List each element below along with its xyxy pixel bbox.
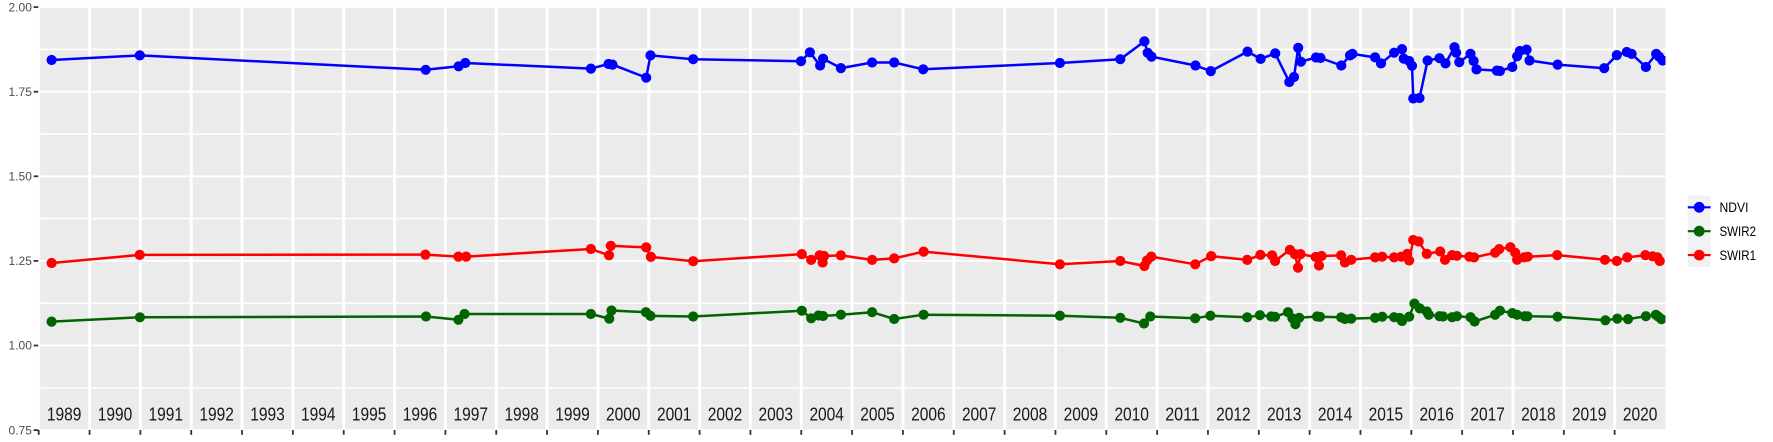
svg-text:2001: 2001: [657, 405, 692, 425]
svg-text:2017: 2017: [1470, 405, 1505, 425]
svg-text:2014: 2014: [1318, 405, 1353, 425]
svg-text:1998: 1998: [504, 405, 539, 425]
svg-text:2008: 2008: [1013, 405, 1048, 425]
svg-text:1995: 1995: [352, 405, 387, 425]
svg-text:1.00: 1.00: [9, 339, 33, 353]
svg-text:SWIR1: SWIR1: [1720, 248, 1757, 263]
svg-text:0.75: 0.75: [9, 423, 33, 437]
svg-text:1993: 1993: [250, 405, 285, 425]
svg-text:2007: 2007: [962, 405, 997, 425]
svg-text:1996: 1996: [403, 405, 438, 425]
svg-text:1990: 1990: [98, 405, 133, 425]
svg-text:2020: 2020: [1623, 405, 1658, 425]
svg-text:2018: 2018: [1521, 405, 1556, 425]
svg-text:1.25: 1.25: [9, 254, 33, 268]
svg-text:NDVI: NDVI: [1720, 200, 1749, 215]
svg-text:2011: 2011: [1165, 405, 1200, 425]
svg-text:1.75: 1.75: [9, 85, 33, 99]
svg-text:1997: 1997: [454, 405, 489, 425]
svg-text:2019: 2019: [1572, 405, 1607, 425]
svg-text:2005: 2005: [860, 405, 895, 425]
svg-text:2009: 2009: [1064, 405, 1099, 425]
svg-text:SWIR2: SWIR2: [1720, 224, 1757, 239]
svg-text:2004: 2004: [809, 405, 844, 425]
svg-text:2012: 2012: [1216, 405, 1251, 425]
svg-text:1991: 1991: [149, 405, 184, 425]
svg-text:2.00: 2.00: [9, 0, 33, 14]
svg-text:1994: 1994: [301, 405, 336, 425]
svg-text:2015: 2015: [1369, 405, 1404, 425]
svg-text:2003: 2003: [759, 405, 794, 425]
svg-text:2010: 2010: [1114, 405, 1149, 425]
svg-text:1999: 1999: [555, 405, 590, 425]
svg-text:1992: 1992: [199, 405, 234, 425]
svg-text:2006: 2006: [911, 405, 946, 425]
svg-text:1989: 1989: [47, 405, 82, 425]
svg-text:2000: 2000: [606, 405, 641, 425]
svg-text:2016: 2016: [1419, 405, 1454, 425]
svg-text:1.50: 1.50: [9, 170, 33, 184]
svg-text:2013: 2013: [1267, 405, 1302, 425]
svg-text:2002: 2002: [708, 405, 743, 425]
